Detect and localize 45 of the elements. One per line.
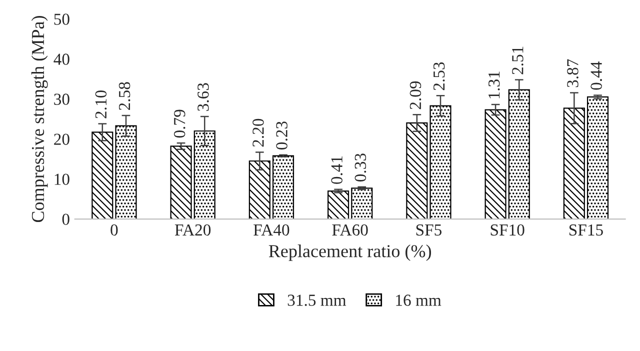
bar xyxy=(563,108,585,220)
bar xyxy=(430,105,452,220)
bar xyxy=(586,96,609,220)
x-tick-label: FA40 xyxy=(254,224,290,236)
bar xyxy=(194,130,216,220)
annotation: 1.31 xyxy=(488,72,500,98)
annotation: 0.79 xyxy=(174,110,186,138)
annotation: 2.58 xyxy=(118,82,130,110)
bar xyxy=(272,155,294,220)
annotation: 0.44 xyxy=(590,62,602,90)
bar xyxy=(92,132,114,220)
bar xyxy=(351,188,373,220)
annotation: 2.51 xyxy=(512,46,524,74)
annotation: 2.53 xyxy=(433,62,445,90)
x-tick-label: FA60 xyxy=(332,224,368,236)
bar xyxy=(406,122,428,220)
y-tick-label: 30 xyxy=(54,94,70,105)
legend-label: 31.5 mm xyxy=(288,294,346,306)
bar xyxy=(508,89,530,220)
bar xyxy=(115,125,137,220)
x-tick-label: FA20 xyxy=(174,224,211,236)
bar xyxy=(170,146,192,220)
x-axis-title: Replacement ratio (%) xyxy=(268,244,431,261)
y-tick-label: 40 xyxy=(54,54,70,65)
y-tick-label: 0 xyxy=(62,214,70,225)
x-tick-label: SF5 xyxy=(416,224,442,236)
y-tick-label: 50 xyxy=(54,14,70,25)
y-tick-label: 10 xyxy=(54,174,70,185)
bar xyxy=(484,109,506,220)
annotation: 0.41 xyxy=(331,156,343,184)
annotation: 3.87 xyxy=(567,59,578,88)
bar xyxy=(328,190,350,220)
legend-label: 16 mm xyxy=(396,294,442,306)
annotation: 2.09 xyxy=(410,81,422,110)
annotation: 2.10 xyxy=(95,90,107,118)
x-tick-label: SF15 xyxy=(569,224,603,236)
annotation: 2.20 xyxy=(252,118,264,147)
bar xyxy=(248,160,270,220)
y-tick-label: 20 xyxy=(54,134,70,145)
annotation: 3.63 xyxy=(198,83,209,111)
annotation: 0.33 xyxy=(354,154,366,182)
annotation: 0.23 xyxy=(276,122,288,150)
x-tick-label: 0 xyxy=(110,224,118,236)
x-tick-label: SF10 xyxy=(490,224,524,236)
y-axis-title: Compressive strength (MPa) xyxy=(31,16,48,222)
